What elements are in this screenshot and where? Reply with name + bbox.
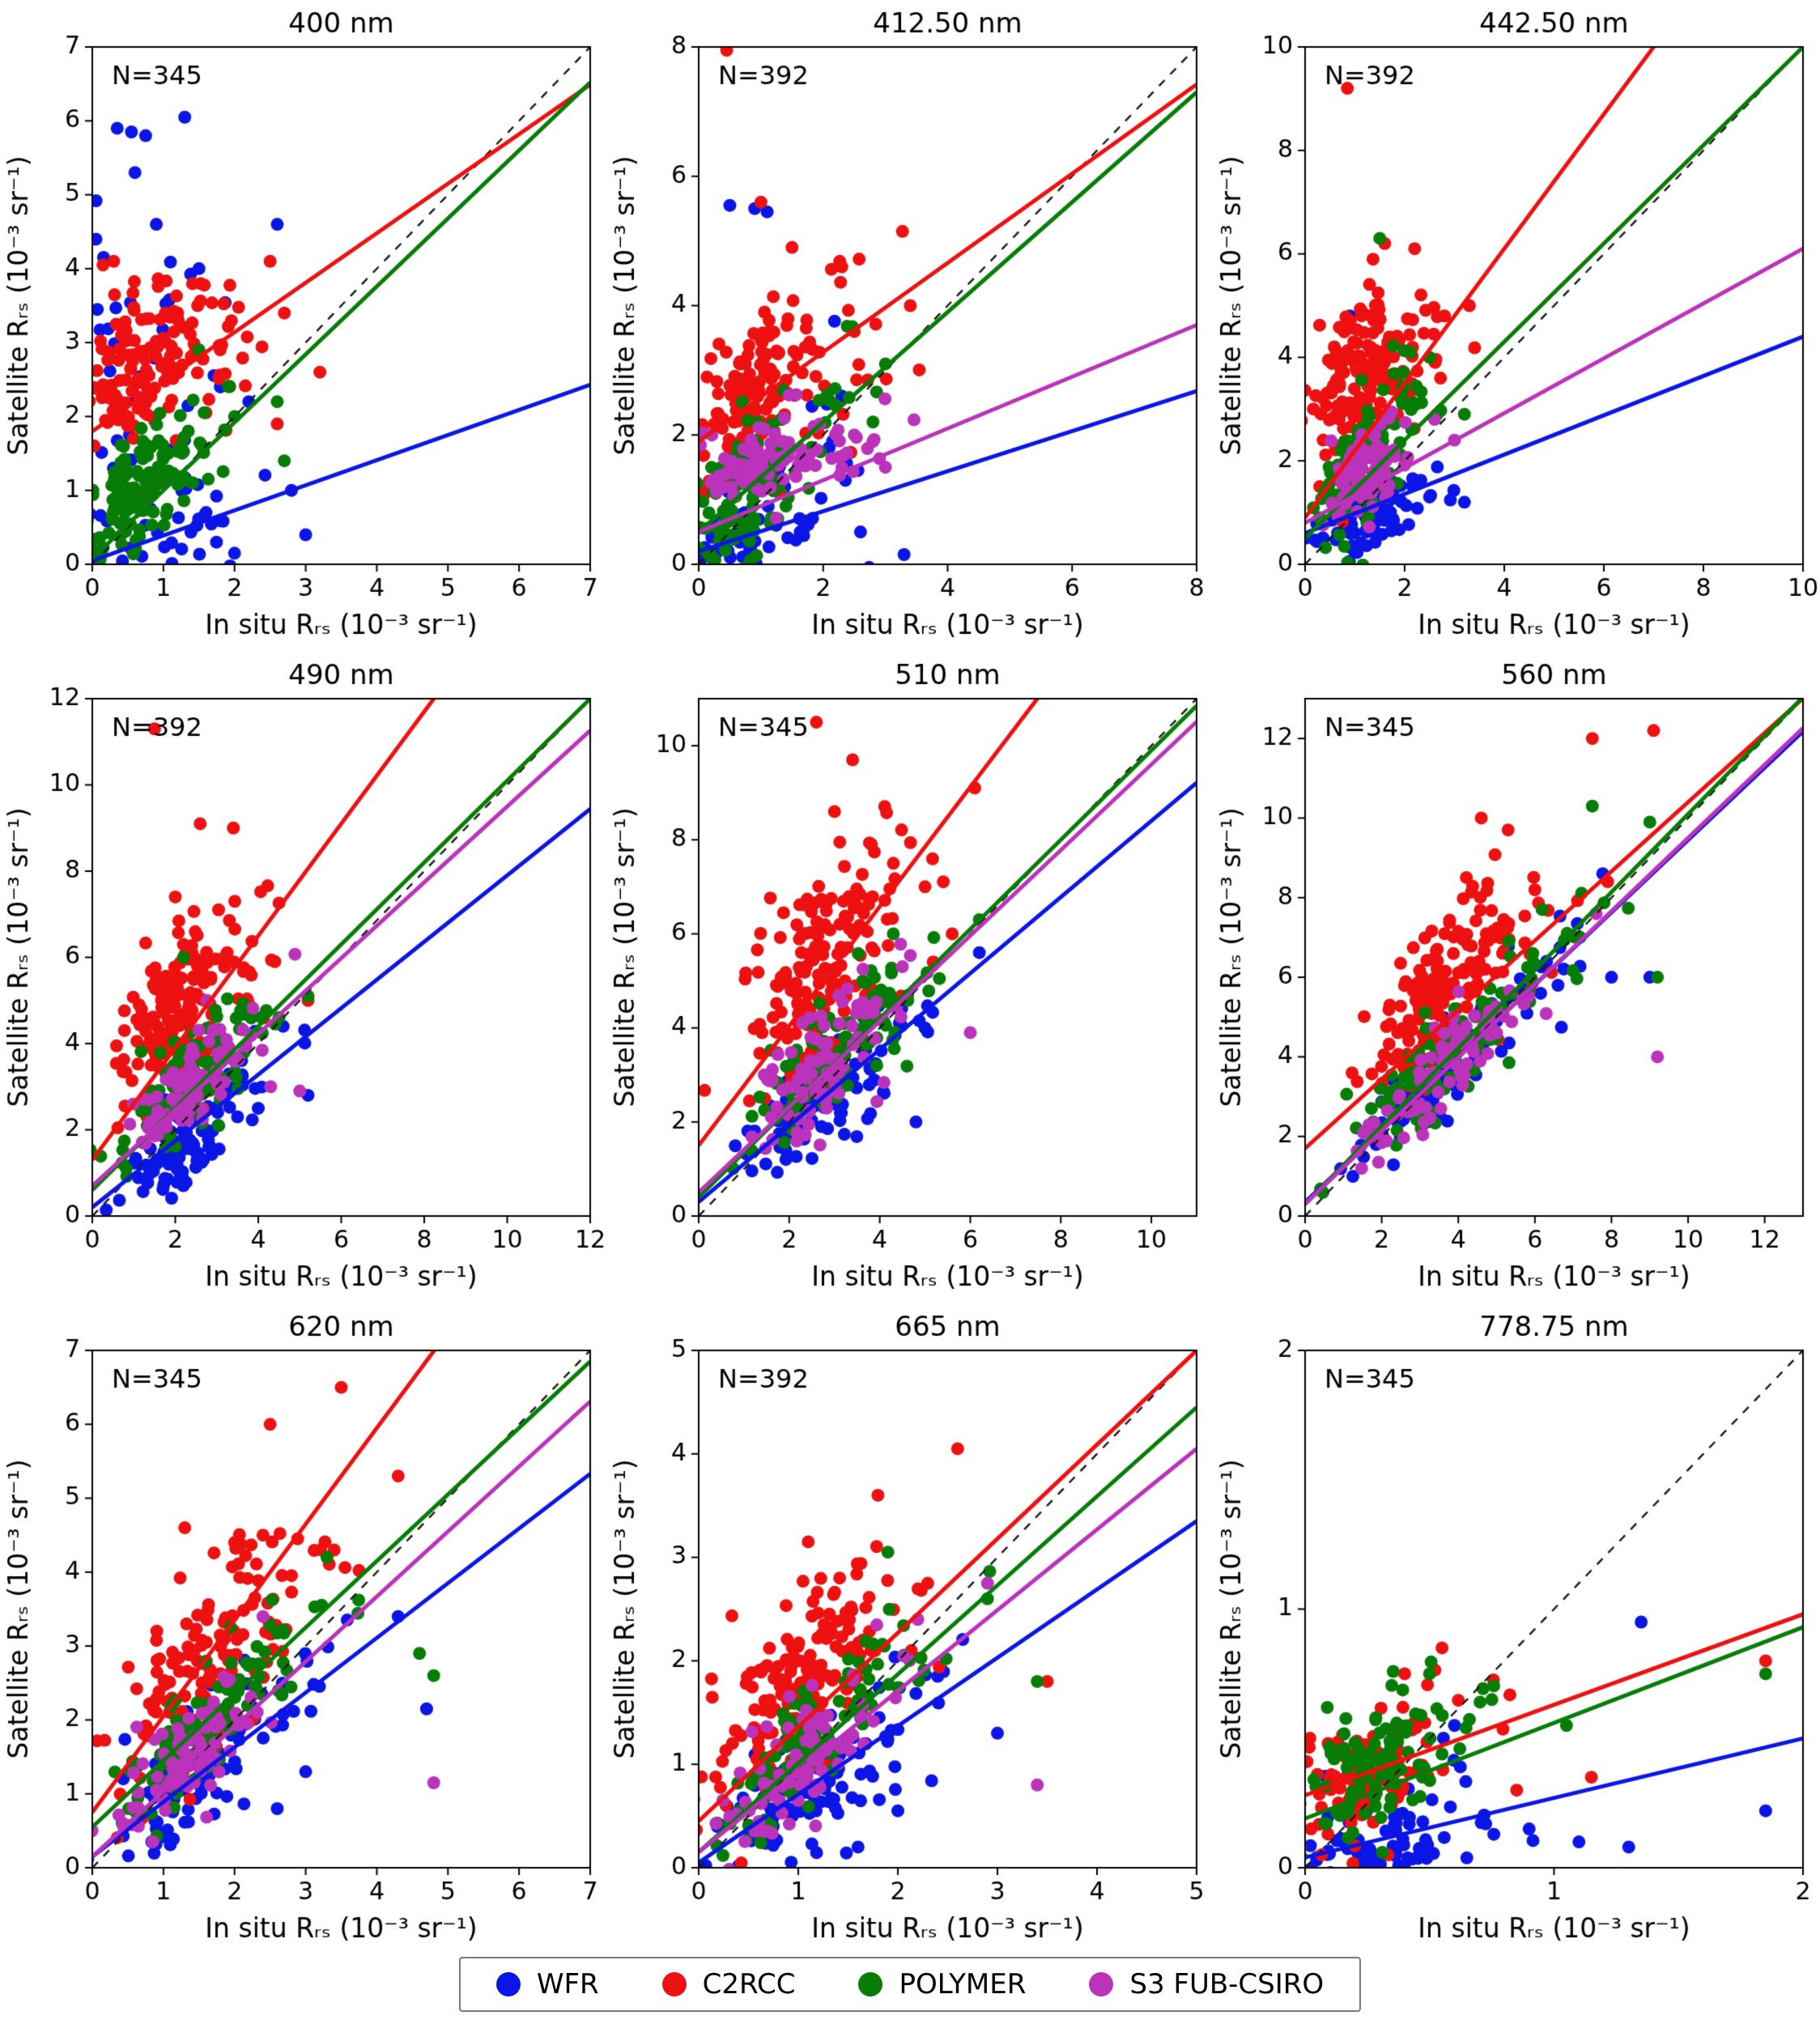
legend-marker-wfr-icon xyxy=(495,1972,521,1996)
scatter-panel-442-50nm xyxy=(1213,0,1819,652)
legend-item-polymer: POLYMER xyxy=(858,1968,1026,2001)
legend-marker-polymer-icon xyxy=(858,1972,883,1996)
scatter-panel-620nm xyxy=(0,1303,606,1955)
legend-label-polymer: POLYMER xyxy=(899,1968,1027,2001)
legend-label-wfr: WFR xyxy=(536,1968,599,2001)
legend-box: WFR C2RCC POLYMER S3 FUB-CSIRO xyxy=(458,1957,1362,2012)
legend-item-s3-fub-csiro: S3 FUB-CSIRO xyxy=(1089,1968,1324,2001)
scatter-panel-490nm xyxy=(0,652,606,1303)
legend-marker-s3-fub-csiro-icon xyxy=(1089,1972,1114,1996)
legend: WFR C2RCC POLYMER S3 FUB-CSIRO xyxy=(0,1957,1820,2012)
scatter-grid xyxy=(0,0,1819,1955)
legend-marker-c2rcc-icon xyxy=(661,1972,687,1996)
scatter-panel-665nm xyxy=(606,1303,1213,1955)
scatter-panel-778-75nm xyxy=(1213,1303,1819,1955)
scatter-panel-412-50nm xyxy=(606,0,1213,652)
scatter-panel-560nm xyxy=(1213,652,1819,1303)
legend-item-wfr: WFR xyxy=(495,1968,599,2001)
scatter-panel-510nm xyxy=(606,652,1213,1303)
legend-item-c2rcc: C2RCC xyxy=(661,1968,796,2001)
legend-label-s3-fub-csiro: S3 FUB-CSIRO xyxy=(1129,1968,1325,2001)
scatter-panel-400nm xyxy=(0,0,606,652)
legend-label-c2rcc: C2RCC xyxy=(702,1968,796,2001)
